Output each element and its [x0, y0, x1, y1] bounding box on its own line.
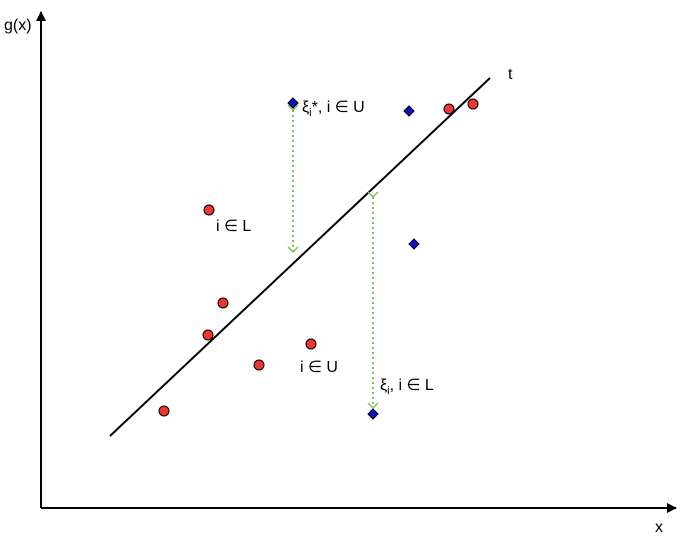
diamond-point: [408, 238, 420, 250]
circle-point: [203, 204, 215, 216]
i-in-L-label: i ∈ L: [216, 218, 251, 235]
regression-line: [109, 77, 491, 437]
circle-points: [158, 98, 479, 417]
diamond-point: [287, 97, 299, 109]
diamond-point: [367, 408, 379, 420]
xi-rest: , i ∈ L: [390, 377, 434, 394]
circle-point: [158, 405, 170, 417]
xi-star-rest: *, i ∈ U: [312, 99, 365, 116]
xi-star-label: ξi*, i ∈ U: [302, 99, 365, 119]
xi-subscript: i: [387, 385, 389, 397]
circle-point: [305, 338, 317, 350]
circle-point: [202, 329, 214, 341]
xi-star-subscript: i: [309, 107, 311, 119]
i-in-U-label: i ∈ U: [300, 359, 338, 376]
circle-point: [443, 103, 455, 115]
diamond-points: [287, 97, 420, 420]
diamond-point: [403, 105, 415, 117]
xi-label: ξi, i ∈ L: [380, 377, 434, 397]
circle-point: [217, 297, 229, 309]
y-axis-label: g(x): [4, 17, 32, 34]
circle-point: [467, 98, 479, 110]
x-axis-label: x: [655, 519, 663, 536]
circle-point: [253, 359, 265, 371]
line-label: t: [508, 66, 513, 83]
